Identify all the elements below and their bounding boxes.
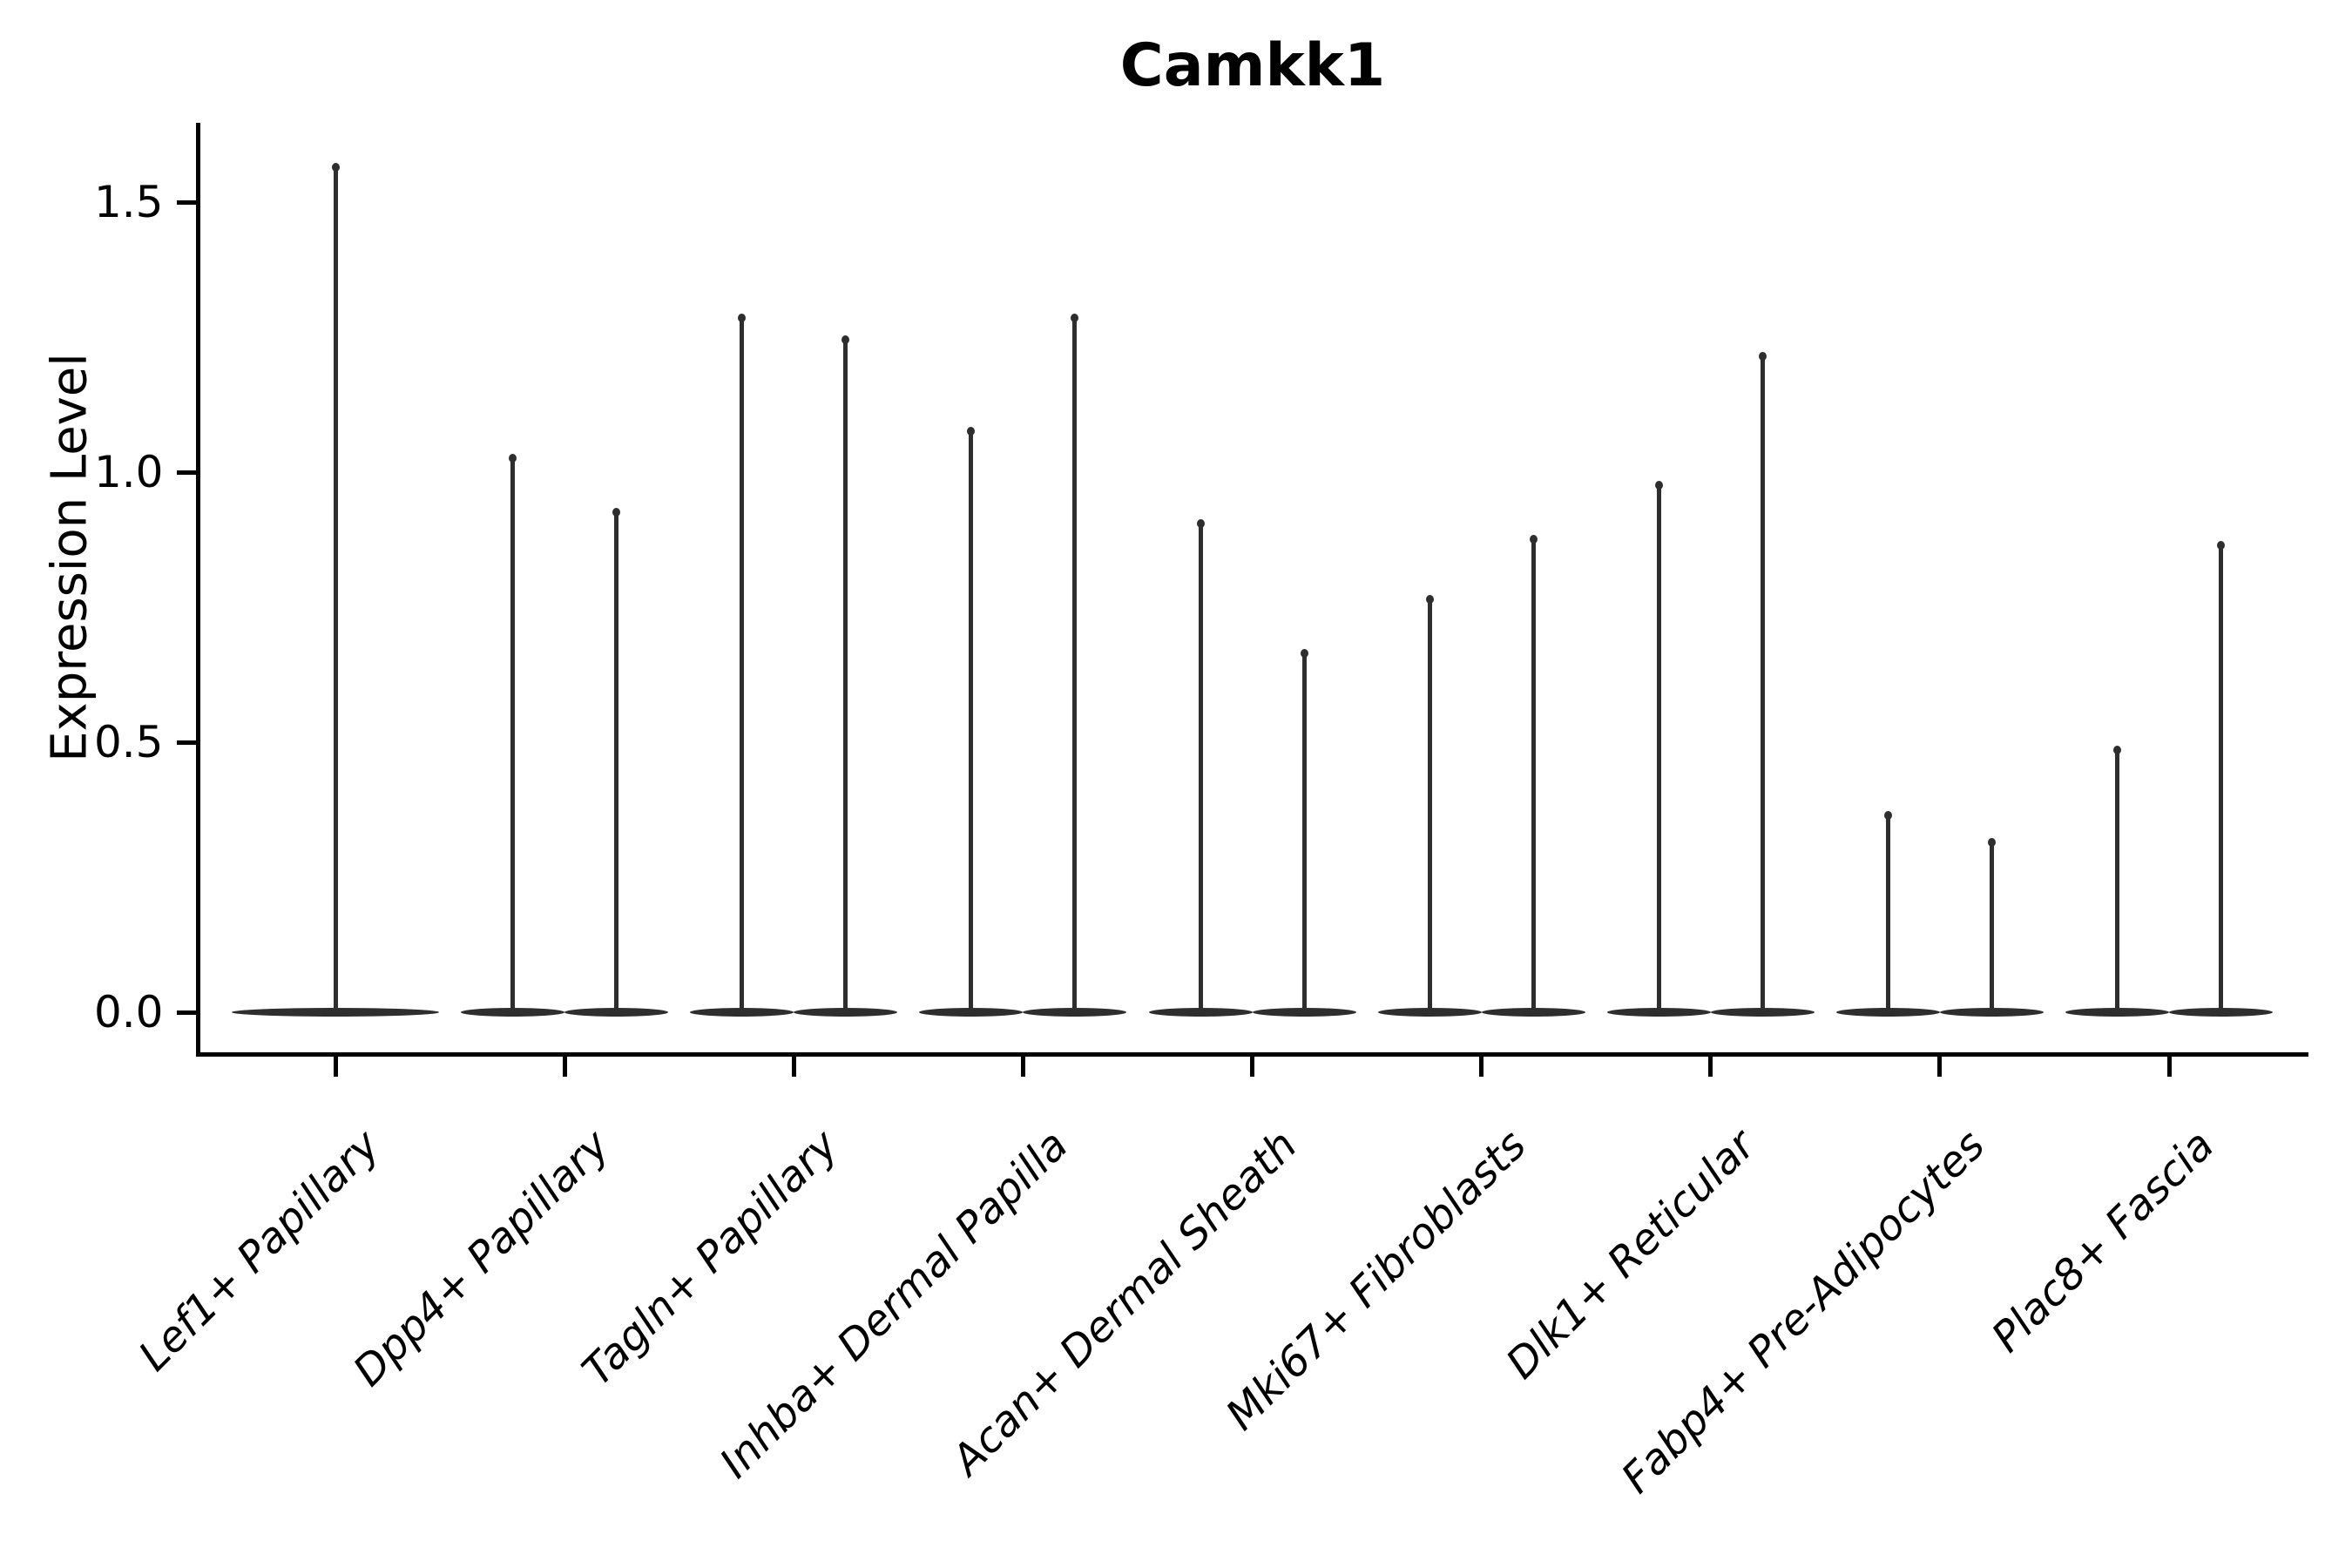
violin-tip: [1071, 314, 1079, 323]
x-tick-mark: [333, 1055, 338, 1077]
violin-stem: [740, 315, 745, 1017]
x-tick-mark: [1937, 1055, 1943, 1077]
violin-stem: [510, 456, 516, 1017]
violin-stem: [2219, 542, 2223, 1017]
violin-stem: [1885, 812, 1890, 1017]
y-tick-mark: [176, 199, 196, 205]
violin-stem: [333, 164, 338, 1017]
y-tick-mark: [176, 470, 196, 475]
violin-stem: [614, 510, 619, 1017]
violin-stem: [843, 337, 848, 1017]
x-tick-label: Tagln+ Papillary: [573, 1120, 848, 1396]
chart-title: Camkk1: [1119, 31, 1386, 100]
x-tick-mark: [791, 1055, 796, 1077]
y-tick-label: 1.5: [93, 177, 164, 227]
violin-tip: [612, 508, 621, 517]
violin-tip: [1196, 518, 1205, 528]
violin-tip: [1654, 481, 1663, 490]
x-tick-mark: [1020, 1055, 1025, 1077]
x-tick-mark: [1250, 1055, 1254, 1077]
violin-tip: [509, 454, 517, 463]
x-tick-mark: [2166, 1055, 2172, 1077]
violin-tip: [331, 162, 340, 172]
violin-tip: [1883, 810, 1892, 820]
violin-tip: [738, 314, 747, 323]
violin-stem: [1427, 596, 1432, 1017]
violin-tip: [1987, 837, 1996, 847]
x-tick-label: Dpp4+ Papillary: [343, 1120, 619, 1396]
y-tick-label: 0.0: [93, 987, 164, 1037]
violin-stem: [2115, 747, 2119, 1017]
x-tick-mark: [562, 1055, 567, 1077]
violin-tip: [2217, 540, 2225, 550]
y-axis-spine: [195, 123, 200, 1057]
violin-stem: [1989, 839, 1994, 1017]
violin-tip: [841, 335, 850, 344]
y-tick-label: 0.5: [93, 717, 164, 767]
violin-stem: [1198, 520, 1203, 1017]
violin-stem: [1760, 353, 1765, 1017]
x-tick-mark: [1479, 1055, 1484, 1077]
violin-stem: [1072, 315, 1078, 1017]
y-tick-mark: [176, 1010, 196, 1015]
violin-tip: [1529, 535, 1538, 544]
x-tick-label: Lef1+ Papillary: [130, 1120, 390, 1381]
violin-stem: [969, 429, 974, 1017]
violin-stem: [1656, 483, 1661, 1017]
x-tick-label: Dlk1+ Reticular: [1497, 1120, 1765, 1389]
violin-stem: [1531, 537, 1536, 1017]
violin-stem: [1301, 650, 1307, 1017]
y-tick-mark: [176, 740, 196, 745]
x-tick-mark: [1708, 1055, 1713, 1077]
violin-tip: [1425, 594, 1434, 604]
y-axis-label: Expression Level: [41, 353, 98, 762]
x-tick-label: Plac8+ Fascia: [1982, 1120, 2224, 1362]
y-tick-label: 1.0: [93, 447, 164, 497]
violin-tip: [1758, 351, 1767, 361]
x-axis-spine: [195, 1051, 2308, 1057]
violin-tip: [2113, 746, 2121, 755]
violin-tip: [1300, 648, 1308, 658]
violin-tip: [967, 427, 976, 436]
